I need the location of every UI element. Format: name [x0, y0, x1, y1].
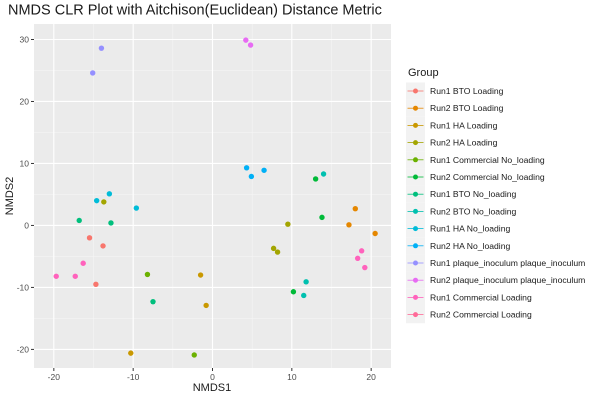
data-point: [86, 235, 93, 241]
data-point: [100, 243, 106, 249]
axes: -20 -10 0 10 20 -20 -10 0 10 20 30: [17, 34, 376, 382]
x-axis-title: NMDS1: [193, 382, 232, 394]
data-point: [301, 292, 307, 299]
legend-marker: [413, 208, 418, 214]
y-tick-label: 30: [20, 34, 30, 44]
data-point: [248, 173, 255, 180]
legend-label: Run1 HA Loading: [430, 120, 498, 130]
legend-label: Run1 Commercial Loading: [430, 292, 532, 302]
legend-label: Run2 BTO Loading: [430, 103, 504, 113]
data-point: [80, 260, 86, 266]
y-tick-label: -20: [17, 344, 30, 354]
data-point: [270, 245, 277, 252]
data-point: [243, 165, 250, 171]
legend-label: Run2 HA No_loading: [430, 241, 510, 251]
data-points: [53, 37, 378, 358]
legend-label: Run2 HA Loading: [430, 138, 498, 148]
legend-label: Run1 plaque_inoculum plaque_inoculum: [430, 258, 585, 268]
legend-marker: [413, 312, 418, 318]
data-point: [285, 221, 291, 227]
data-point: [53, 273, 59, 279]
legend-marker: [413, 226, 418, 232]
data-point: [358, 248, 365, 254]
legend-marker: [413, 140, 418, 146]
y-tick-label: 0: [24, 220, 29, 230]
legend-label: Run1 BTO No_loading: [430, 189, 517, 199]
legend-marker: [413, 277, 418, 283]
x-tick-label: -10: [127, 372, 140, 382]
legend-marker: [413, 157, 418, 163]
legend-label: Run2 Commercial No_loading: [430, 172, 545, 182]
y-tick-label: 10: [20, 158, 30, 168]
legend-label: Run2 Commercial Loading: [430, 310, 532, 320]
data-point: [346, 222, 352, 228]
legend-marker: [413, 243, 418, 249]
data-point: [303, 279, 309, 285]
legend-marker: [413, 88, 418, 94]
data-point: [108, 220, 114, 226]
legend-marker: [413, 122, 418, 128]
data-point: [98, 45, 105, 51]
data-point: [76, 217, 82, 224]
data-point: [362, 264, 368, 271]
data-point: [261, 167, 267, 173]
y-axis-title: NMDS2: [4, 177, 16, 216]
data-point: [274, 249, 281, 255]
data-point: [320, 171, 327, 177]
y-tick-label: -10: [17, 282, 30, 292]
legend: Group Run1 BTO Loading Run2 BTO Loading Ru…: [406, 67, 585, 324]
legend-marker: [413, 105, 418, 111]
data-point: [144, 271, 151, 278]
x-tick-label: 0: [210, 372, 215, 382]
data-point: [72, 273, 78, 279]
legend-label: Run1 Commercial No_loading: [430, 155, 545, 165]
legend-marker: [413, 191, 418, 197]
legend-marker: [413, 174, 418, 180]
chart-title: NMDS CLR Plot with Aitchison(Euclidean) …: [8, 3, 382, 19]
data-point: [101, 199, 107, 205]
data-point: [106, 191, 113, 197]
data-point: [312, 176, 319, 182]
data-point: [93, 197, 100, 204]
data-point: [203, 302, 209, 309]
legend-label: Run2 plaque_inoculum plaque_inoculum: [430, 275, 585, 285]
data-point: [290, 289, 297, 295]
legend-label: Run1 BTO Loading: [430, 86, 504, 96]
legend-marker: [413, 260, 418, 266]
legend-marker: [413, 294, 418, 300]
data-point: [191, 352, 197, 358]
data-point: [133, 205, 140, 211]
data-point: [93, 281, 99, 288]
data-point: [352, 206, 358, 212]
data-point: [90, 70, 96, 76]
legend-title: Group: [408, 67, 439, 79]
data-point: [128, 350, 134, 356]
data-point: [319, 214, 325, 221]
data-point: [150, 298, 156, 305]
data-point: [372, 230, 378, 237]
data-point: [197, 272, 204, 278]
x-tick-label: 10: [287, 372, 297, 382]
legend-label: Run1 HA No_loading: [430, 224, 510, 234]
data-point: [247, 42, 254, 48]
x-tick-label: 20: [366, 372, 376, 382]
data-point: [354, 255, 361, 261]
legend-label: Run2 BTO No_loading: [430, 206, 517, 216]
y-tick-label: 20: [20, 96, 30, 106]
x-tick-label: -20: [48, 372, 61, 382]
data-point: [243, 37, 249, 43]
